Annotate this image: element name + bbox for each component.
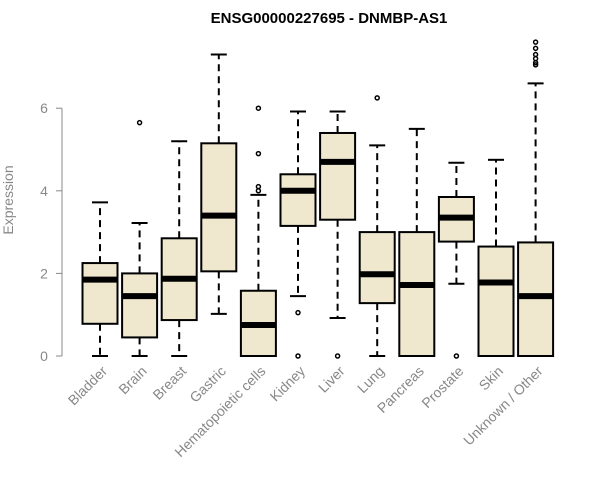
outlier-point xyxy=(532,45,539,52)
y-tick-label: 0 xyxy=(40,348,48,364)
outlier-point xyxy=(532,51,539,58)
y-tick-label: 2 xyxy=(40,265,48,281)
outlier-point xyxy=(374,95,380,101)
outlier-point xyxy=(255,150,262,157)
outlier-point xyxy=(255,105,262,111)
box-2 xyxy=(160,140,198,357)
outlier-point xyxy=(532,62,539,68)
y-axis-label: Expression xyxy=(0,165,16,234)
box-5 xyxy=(279,110,317,359)
box-6 xyxy=(319,110,357,359)
box-11 xyxy=(517,39,555,357)
box-rect xyxy=(398,231,436,358)
box-rect xyxy=(517,241,555,357)
box-rect xyxy=(279,173,317,227)
box-0 xyxy=(81,201,119,357)
box-8 xyxy=(398,127,436,358)
outlier-point xyxy=(295,309,301,316)
x-tick-label: Kidney xyxy=(267,363,309,405)
x-tick-label: Breast xyxy=(149,363,189,403)
x-tick-label: Skin xyxy=(476,363,507,394)
outlier-point xyxy=(334,353,341,359)
outlier-point xyxy=(136,119,143,126)
box-10 xyxy=(477,158,515,357)
x-tick-label: Liver xyxy=(315,363,348,396)
outlier-point xyxy=(255,183,262,190)
outlier-point xyxy=(453,353,460,359)
box-rect xyxy=(319,131,357,221)
box-rect xyxy=(121,272,159,339)
y-tick-label: 6 xyxy=(40,100,48,116)
box-rect xyxy=(358,231,396,305)
x-tick-label: Lung xyxy=(354,363,387,396)
box-9 xyxy=(437,161,475,359)
y-axis: 0 2 4 6 xyxy=(40,100,63,364)
outlier-point xyxy=(295,353,301,359)
box-7 xyxy=(358,95,396,357)
outlier-point xyxy=(532,39,539,45)
box-4 xyxy=(239,105,277,357)
box-3 xyxy=(200,53,238,315)
boxes xyxy=(81,39,555,359)
box-1 xyxy=(121,119,159,357)
box-rect xyxy=(200,142,238,273)
chart-title: ENSG00000227695 - DNMBP-AS1 xyxy=(211,10,448,27)
x-tick-label: Bladder xyxy=(65,363,111,409)
y-tick-label: 4 xyxy=(40,183,48,199)
x-tick-label: Brain xyxy=(115,363,149,397)
x-tick-label: Prostate xyxy=(418,363,466,411)
box-rect xyxy=(477,245,515,357)
box-rect xyxy=(81,262,119,325)
